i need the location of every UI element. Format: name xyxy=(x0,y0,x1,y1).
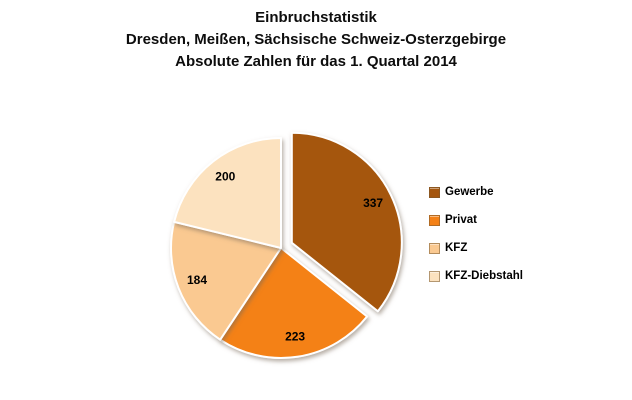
legend-label-privat: Privat xyxy=(445,214,477,226)
legend-swatch-privat xyxy=(429,214,440,226)
pie-slice-kfz-diebstahl xyxy=(173,137,282,249)
pie-slice-labels-group: 337 223 184 200 xyxy=(187,169,383,343)
legend-item-kfz: KFZ xyxy=(429,234,523,262)
legend-swatch-kfz xyxy=(429,242,440,254)
pie-slice-kfz xyxy=(170,220,282,341)
legend-label-gewerbe: Gewerbe xyxy=(445,186,494,198)
pie-slice-value-label-kfz: 184 xyxy=(187,273,207,287)
pie-slice-value-label-privat: 223 xyxy=(285,329,305,343)
chart-legend: Gewerbe Privat KFZ KFZ-Diebstahl xyxy=(429,178,523,290)
pie-slice-value-label-kfz-diebstahl: 200 xyxy=(215,169,235,183)
legend-swatch-gewerbe xyxy=(429,186,440,198)
legend-label-kfz: KFZ xyxy=(445,242,468,254)
pie-slices-group xyxy=(170,131,403,359)
chart-title-line-2: Dresden, Meißen, Sächsische Schweiz-Oste… xyxy=(125,31,507,48)
legend-item-privat: Privat xyxy=(429,206,523,234)
pie-slice-value-label-gewerbe: 337 xyxy=(363,196,383,210)
legend-swatch-kfz-diebstahl xyxy=(429,270,440,282)
legend-label-kfz-diebstahl: KFZ-Diebstahl xyxy=(445,270,523,282)
chart-title-line-3: Absolute Zahlen für das 1. Quartal 2014 xyxy=(175,53,457,70)
chart-title: Einbruchstatistik Dresden, Meißen, Sächs… xyxy=(0,7,632,73)
legend-item-gewerbe: Gewerbe xyxy=(429,178,523,206)
pie-slice-gewerbe xyxy=(290,131,403,313)
legend-item-kfz-diebstahl: KFZ-Diebstahl xyxy=(429,262,523,290)
chart-title-line-1: Einbruchstatistik xyxy=(255,9,377,26)
pie-slice-privat xyxy=(219,247,369,359)
